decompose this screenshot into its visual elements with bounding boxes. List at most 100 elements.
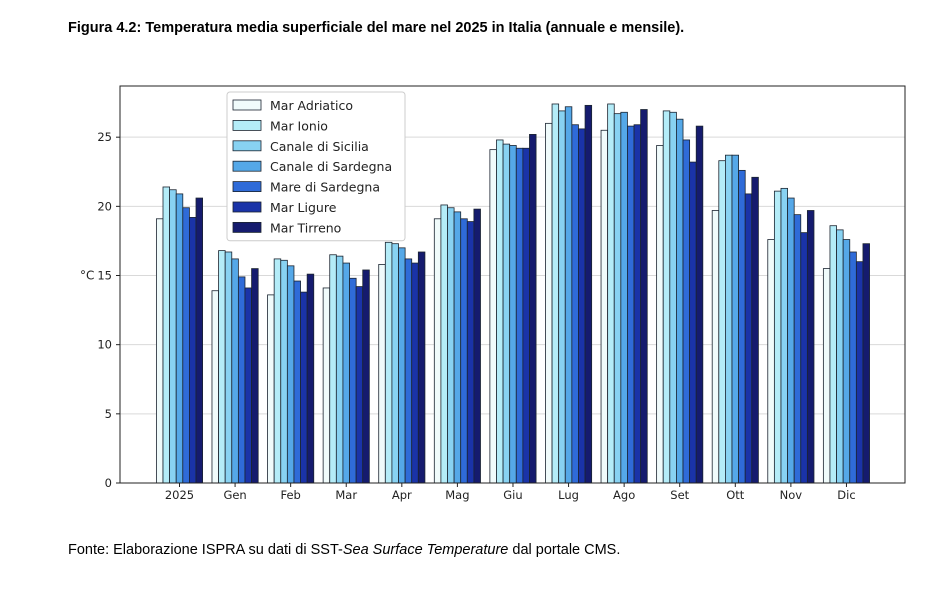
bar <box>306 273 315 484</box>
bars <box>155 103 870 484</box>
bar <box>329 254 337 484</box>
legend-label: Mar Ionio <box>270 118 328 133</box>
x-tick-label: Set <box>670 488 689 502</box>
x-axis: 2025 Gen Feb Mar Apr Mag Giu Lug Ago Set Ott Nov Dic <box>165 483 856 502</box>
source-note: Fonte: Elaborazione ISPRA su dati di SST… <box>68 542 620 558</box>
bar <box>800 232 808 484</box>
bar <box>613 113 622 484</box>
bar <box>182 207 190 484</box>
legend-swatch <box>232 99 262 111</box>
bar <box>627 125 635 484</box>
bar <box>829 225 837 484</box>
x-tick-label: Giu <box>503 488 522 502</box>
x-tick-label: Mag <box>445 488 469 502</box>
bar <box>695 125 704 484</box>
bar <box>793 214 802 484</box>
bar <box>711 210 720 484</box>
x-tick-label: Apr <box>392 488 412 502</box>
bar <box>862 243 870 484</box>
bar <box>640 109 648 484</box>
bar <box>224 251 233 484</box>
bar <box>773 190 782 484</box>
bar <box>211 290 219 484</box>
bar <box>682 139 691 484</box>
bar <box>571 124 579 484</box>
bar <box>293 280 301 484</box>
bar <box>787 197 795 484</box>
bar <box>195 197 203 484</box>
bar <box>822 268 831 484</box>
bar <box>322 287 331 484</box>
bar <box>620 111 628 484</box>
bar <box>855 261 864 484</box>
x-tick-label: 2025 <box>165 488 194 502</box>
bar <box>300 291 308 484</box>
legend-swatch <box>232 181 262 193</box>
y-tick-label: 15 <box>97 269 112 283</box>
y-axis-label: °C <box>80 269 94 283</box>
bar <box>440 204 448 484</box>
x-tick-label: Gen <box>223 488 246 502</box>
bar <box>286 265 295 484</box>
bar <box>411 262 419 484</box>
y-tick-label: 20 <box>97 199 112 213</box>
bar <box>551 103 560 484</box>
bar <box>689 161 697 484</box>
bar <box>607 103 615 484</box>
bar <box>558 110 566 484</box>
legend-swatch <box>232 160 262 172</box>
bar <box>460 218 468 484</box>
bar <box>515 147 524 484</box>
bar <box>751 176 759 484</box>
source-suffix: dal portale CMS. <box>508 542 621 558</box>
source-italic: Sea Surface Temperature <box>342 542 509 558</box>
x-tick-label: Mar <box>335 488 357 502</box>
source-prefix: Fonte: Elaborazione ISPRA su dati di SST… <box>68 542 343 558</box>
legend-box <box>226 91 406 242</box>
x-tick-label: Nov <box>780 488 803 502</box>
bar <box>767 239 775 484</box>
bar <box>169 189 177 484</box>
y-tick-label: 0 <box>105 476 112 490</box>
bar <box>545 122 553 484</box>
bar <box>398 247 406 484</box>
bar <box>244 287 252 484</box>
legend-label: Mare di Sardegna <box>270 180 380 195</box>
bar <box>342 262 350 484</box>
bar <box>600 129 609 484</box>
x-tick-label: Ott <box>726 488 745 502</box>
bar <box>335 255 344 484</box>
bar <box>417 251 426 484</box>
y-tick-label: 5 <box>105 407 112 421</box>
x-tick-label: Lug <box>558 488 579 502</box>
bar <box>175 193 184 484</box>
bar <box>584 104 593 484</box>
bar <box>806 210 815 484</box>
bar <box>509 145 517 484</box>
bar <box>662 110 671 484</box>
bar <box>473 208 481 484</box>
x-tick-label: Feb <box>280 488 300 502</box>
bar <box>349 277 357 484</box>
bar <box>780 187 788 484</box>
legend-label: Canale di Sicilia <box>270 139 369 154</box>
legend-swatch <box>232 120 262 131</box>
legend-swatch <box>232 201 262 213</box>
bar <box>384 241 393 484</box>
bar <box>280 259 288 484</box>
bar <box>836 229 844 484</box>
bar <box>391 243 399 484</box>
legend-label: Mar Tirreno <box>270 220 341 235</box>
bar <box>466 221 475 484</box>
bar <box>738 169 746 484</box>
legend-label: Mar Adriatico <box>270 98 353 113</box>
bar <box>676 118 684 484</box>
bar <box>849 251 857 484</box>
bar <box>251 268 259 484</box>
y-axis: 0 5 10 15 20 25 <box>97 130 120 490</box>
bar <box>433 218 442 484</box>
legend-label: Canale di Sardegna <box>270 159 392 174</box>
bar <box>578 128 586 484</box>
bar <box>725 154 733 484</box>
